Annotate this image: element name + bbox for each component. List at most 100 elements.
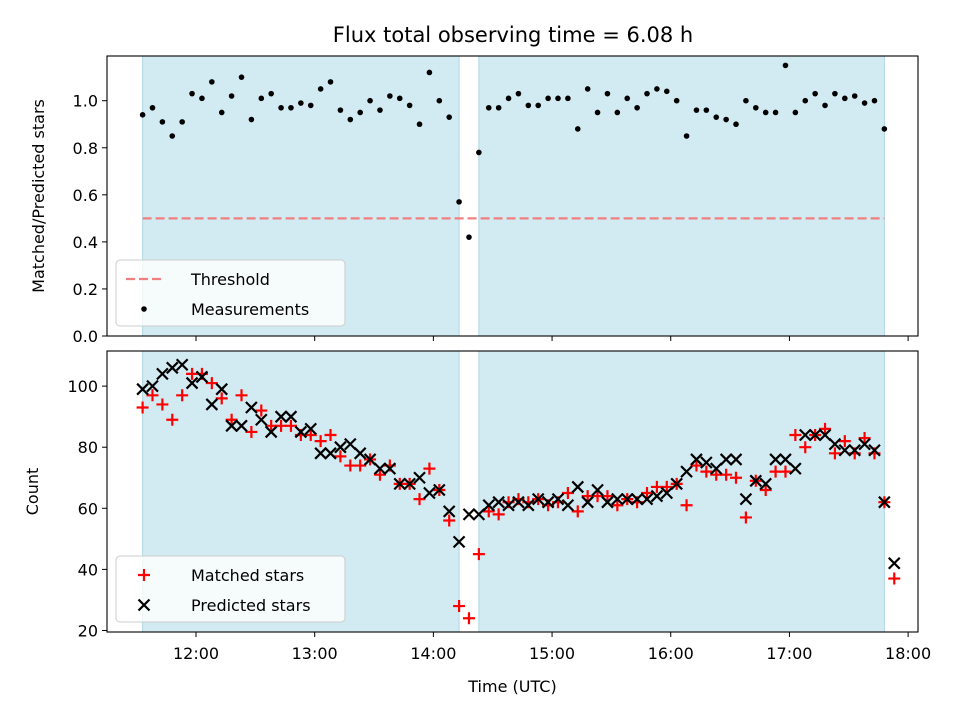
measurement-point	[307, 102, 314, 109]
measurement-point	[584, 86, 591, 92]
matched-star-point	[739, 511, 752, 524]
measurement-point	[159, 119, 166, 125]
predicted-star-point	[650, 489, 664, 503]
legend-label: Matched stars	[191, 566, 304, 585]
measurement-point	[209, 79, 215, 85]
count-panel: 20 40 60 80 100 12:00 13:00 14:00 15:00 16:00 17:0…	[23, 350, 931, 696]
measurement-point	[792, 109, 799, 116]
measurement-point	[179, 119, 185, 125]
ratio-observing-span	[478, 56, 885, 336]
measurement-point	[149, 104, 156, 111]
predicted-star-point	[373, 462, 387, 475]
count-ytick-label: 20	[78, 621, 98, 640]
predicted-star-point	[225, 419, 238, 433]
ratio-ylabel: Matched/Predicted stars	[29, 99, 48, 293]
measurement-point	[268, 90, 274, 97]
count-ylabel: Count	[23, 468, 42, 516]
predicted-star-point	[512, 495, 525, 509]
measurement-point	[505, 95, 512, 102]
matched-star-point	[225, 413, 238, 426]
matched-star-point	[443, 514, 456, 527]
xtick-label: 18:00	[885, 644, 931, 663]
matched-star-point	[136, 401, 149, 414]
predicted-star-point	[798, 428, 812, 442]
matched-star-point	[660, 480, 673, 493]
count-legend	[115, 555, 346, 623]
measurement-point	[485, 104, 492, 111]
measurement-point	[782, 62, 789, 69]
matched-star-point	[166, 413, 179, 426]
xtick-label: 15:00	[529, 644, 575, 663]
predicted-star-point	[878, 495, 891, 509]
matched-star-point	[235, 389, 248, 402]
measurement-point	[406, 102, 413, 109]
count-ytick-label: 40	[78, 560, 98, 579]
matched-star-point	[462, 612, 475, 625]
predicted-star-point	[858, 437, 871, 451]
predicted-star-point	[235, 419, 248, 433]
measurement-point	[476, 149, 482, 156]
matched-star-point	[245, 425, 258, 438]
predicted-star-point	[749, 474, 763, 488]
legend-label: Predicted stars	[191, 596, 311, 615]
measurement-point	[842, 95, 848, 102]
predicted-star-point	[452, 535, 466, 549]
predicted-star-point	[611, 492, 624, 506]
matched-star-point	[700, 465, 713, 478]
predicted-star-point	[789, 462, 802, 475]
matched-star-point	[858, 432, 871, 445]
measurement-point	[317, 86, 324, 92]
measurement-point	[199, 95, 205, 102]
predicted-star-point	[700, 456, 713, 469]
predicted-star-point	[165, 361, 179, 375]
predicted-star-point	[433, 483, 446, 497]
measurement-point	[555, 95, 561, 102]
measurement-point	[881, 126, 888, 132]
ratio-ytick-label: 0.6	[73, 186, 98, 205]
measurement-point	[624, 95, 631, 102]
measurement-point	[644, 90, 650, 97]
matched-star-point	[156, 398, 169, 411]
predicted-star-point	[779, 453, 792, 466]
predicted-star-point	[264, 425, 278, 439]
xtick-label: 17:00	[766, 644, 812, 663]
matched-star-point	[819, 422, 832, 435]
matched-star-point	[799, 441, 812, 454]
matched-star-point	[888, 572, 901, 585]
matched-star-point	[789, 428, 802, 441]
matched-star-point	[284, 419, 297, 432]
measurement-point	[634, 104, 640, 111]
measurement-point	[169, 133, 176, 139]
matched-star-point	[601, 490, 614, 503]
xtick-label: 16:00	[648, 644, 694, 663]
matched-star-point	[314, 435, 327, 448]
matched-star-point	[205, 377, 218, 390]
measurement-point	[673, 97, 680, 104]
measurement-point	[515, 90, 522, 97]
predicted-star-point	[472, 508, 486, 521]
predicted-star-point	[156, 367, 169, 381]
predicted-star-point	[561, 498, 575, 512]
measurement-point	[733, 121, 739, 128]
predicted-star-point	[245, 401, 258, 414]
matched-star-point	[759, 483, 772, 496]
measurement-point	[446, 114, 453, 120]
figure-title: Flux total observing time = 6.08 h	[333, 23, 693, 47]
matched-star-point	[838, 435, 851, 448]
matched-star-point	[492, 508, 505, 521]
measurement-point	[812, 90, 818, 97]
measurement-point	[456, 199, 462, 205]
matched-star-point	[176, 389, 189, 402]
legend-label: Threshold	[190, 270, 270, 289]
matched-star-point	[641, 487, 654, 500]
measurement-point	[238, 74, 245, 80]
predicted-star-point	[690, 453, 703, 466]
measurement-point	[604, 90, 611, 97]
predicted-star-point	[185, 376, 199, 390]
predicted-star-point	[601, 495, 614, 509]
measurement-point	[753, 104, 759, 111]
measurement-point	[189, 90, 195, 97]
measurement-point	[218, 109, 225, 116]
matched-star-point	[334, 450, 347, 463]
predicted-star-point	[660, 486, 674, 500]
